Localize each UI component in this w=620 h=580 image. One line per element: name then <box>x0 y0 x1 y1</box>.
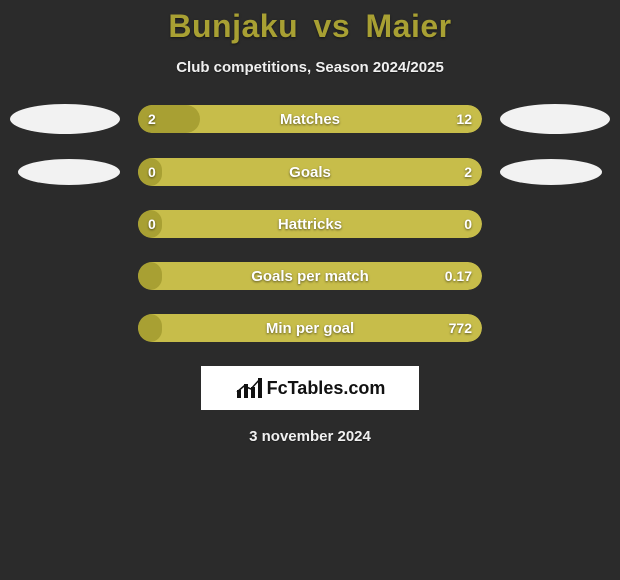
stat-row: 212Matches <box>0 104 620 134</box>
player2-avatar <box>500 159 602 185</box>
bar-fill-left <box>138 158 162 186</box>
subtitle: Club competitions, Season 2024/2025 <box>0 59 620 76</box>
site-logo[interactable]: FcTables.com <box>201 366 419 410</box>
title-vs: vs <box>314 8 351 44</box>
bar-fill-right <box>138 262 482 290</box>
stats-bars: 212Matches 02Goals 00Hattricks 0.17Goals pe… <box>0 104 620 342</box>
player1-avatar <box>18 159 120 185</box>
bar-fill-right <box>138 314 482 342</box>
bar-fill-left <box>138 314 162 342</box>
stat-bar: 212Matches <box>138 105 482 133</box>
bar-chart-icon <box>235 376 263 400</box>
bar-fill-right <box>138 210 482 238</box>
player1-name: Bunjaku <box>168 8 298 44</box>
bar-fill-left <box>138 262 162 290</box>
stat-row: 02Goals <box>0 158 620 186</box>
player2-avatar <box>500 104 610 134</box>
logo-text: FcTables.com <box>267 378 386 399</box>
bar-fill-left <box>138 210 162 238</box>
player1-avatar <box>10 104 120 134</box>
stat-row: 772Min per goal <box>0 314 620 342</box>
stat-row: 00Hattricks <box>0 210 620 238</box>
stat-bar: 02Goals <box>138 158 482 186</box>
player2-name: Maier <box>366 8 452 44</box>
date-text: 3 november 2024 <box>0 428 620 445</box>
comparison-card: Bunjaku vs Maier Club competitions, Seas… <box>0 0 620 445</box>
page-title: Bunjaku vs Maier <box>0 8 620 45</box>
bar-fill-right <box>138 158 482 186</box>
bar-fill-left <box>138 105 200 133</box>
stat-bar: 0.17Goals per match <box>138 262 482 290</box>
stat-bar: 00Hattricks <box>138 210 482 238</box>
stat-bar: 772Min per goal <box>138 314 482 342</box>
stat-row: 0.17Goals per match <box>0 262 620 290</box>
